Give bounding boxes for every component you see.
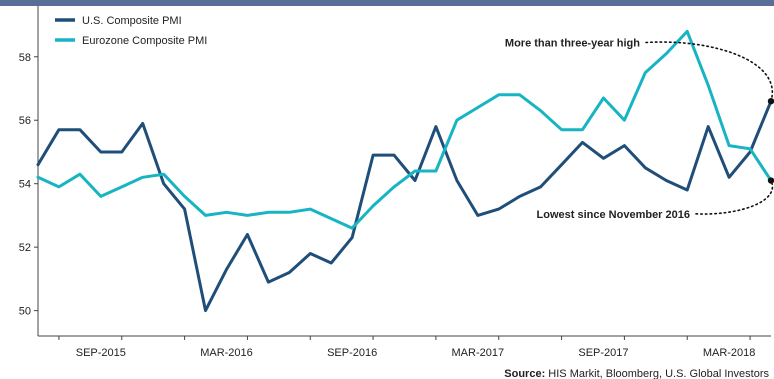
source-label: Source: [504,368,545,379]
x-tick-label: MAR-2017 [452,347,505,359]
annotation-low-marker [767,177,774,184]
x-axis-ticks: SEP-2015 MAR-2016 SEP-2016 MAR-2017 SEP-2017… [58,336,756,359]
legend-label: Eurozone Composite PMI [82,35,207,47]
series-layer [36,29,773,313]
x-tick-label: SEP-2016 [327,347,377,359]
y-tick-label: 54 [19,179,31,191]
y-tick-label: 58 [19,52,31,64]
annotation-high-text: More than three-year high [505,37,640,49]
annotation-high-marker [767,97,774,105]
annotation-layer: More than three-year high Lowest since No… [505,37,774,221]
y-tick-label: 50 [19,306,31,318]
source-text: HIS Markit, Bloomberg, U.S. Global Inves… [545,368,769,379]
y-axis-ticks: 50 52 54 56 58 [19,52,38,318]
y-tick-label: 56 [19,115,31,127]
x-tick-label: SEP-2015 [76,347,126,359]
x-tick-label: MAR-2016 [200,347,253,359]
annotation-low-text: Lowest since November 2016 [537,209,690,221]
us-composite-pmi-line [36,99,773,313]
legend-label: U.S. Composite PMI [82,15,182,27]
top-band [0,0,774,6]
annotation-low-connector [695,179,774,215]
annotation-high-connector [645,41,774,102]
eurozone-composite-pmi-line [36,29,773,230]
legend: U.S. Composite PMI Eurozone Composite PMI [55,15,207,47]
x-tick-label: MAR-2018 [703,347,756,359]
x-tick-label: SEP-2017 [578,347,628,359]
y-tick-label: 52 [19,242,31,254]
source-note: Source: HIS Markit, Bloomberg, U.S. Glob… [504,368,769,379]
